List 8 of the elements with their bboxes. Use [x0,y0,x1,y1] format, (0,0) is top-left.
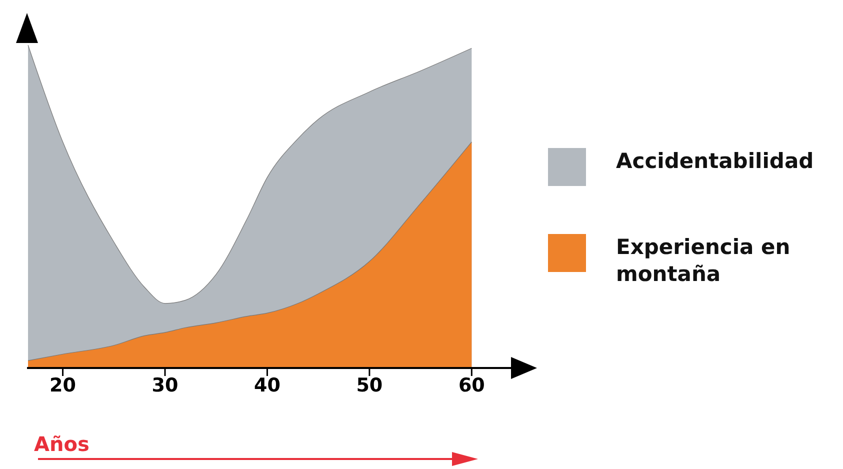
legend-label: Accidentabilidad [616,148,814,175]
legend-label: Experiencia en montaña [616,234,792,288]
x-tick-label: 20 [50,374,76,396]
x-axis-title: Años [34,432,90,456]
x-tick-label: 30 [152,374,178,396]
x-tick-label: 50 [356,374,383,396]
x-tick-label: 60 [458,374,485,396]
x-tick-label: 40 [254,374,280,396]
